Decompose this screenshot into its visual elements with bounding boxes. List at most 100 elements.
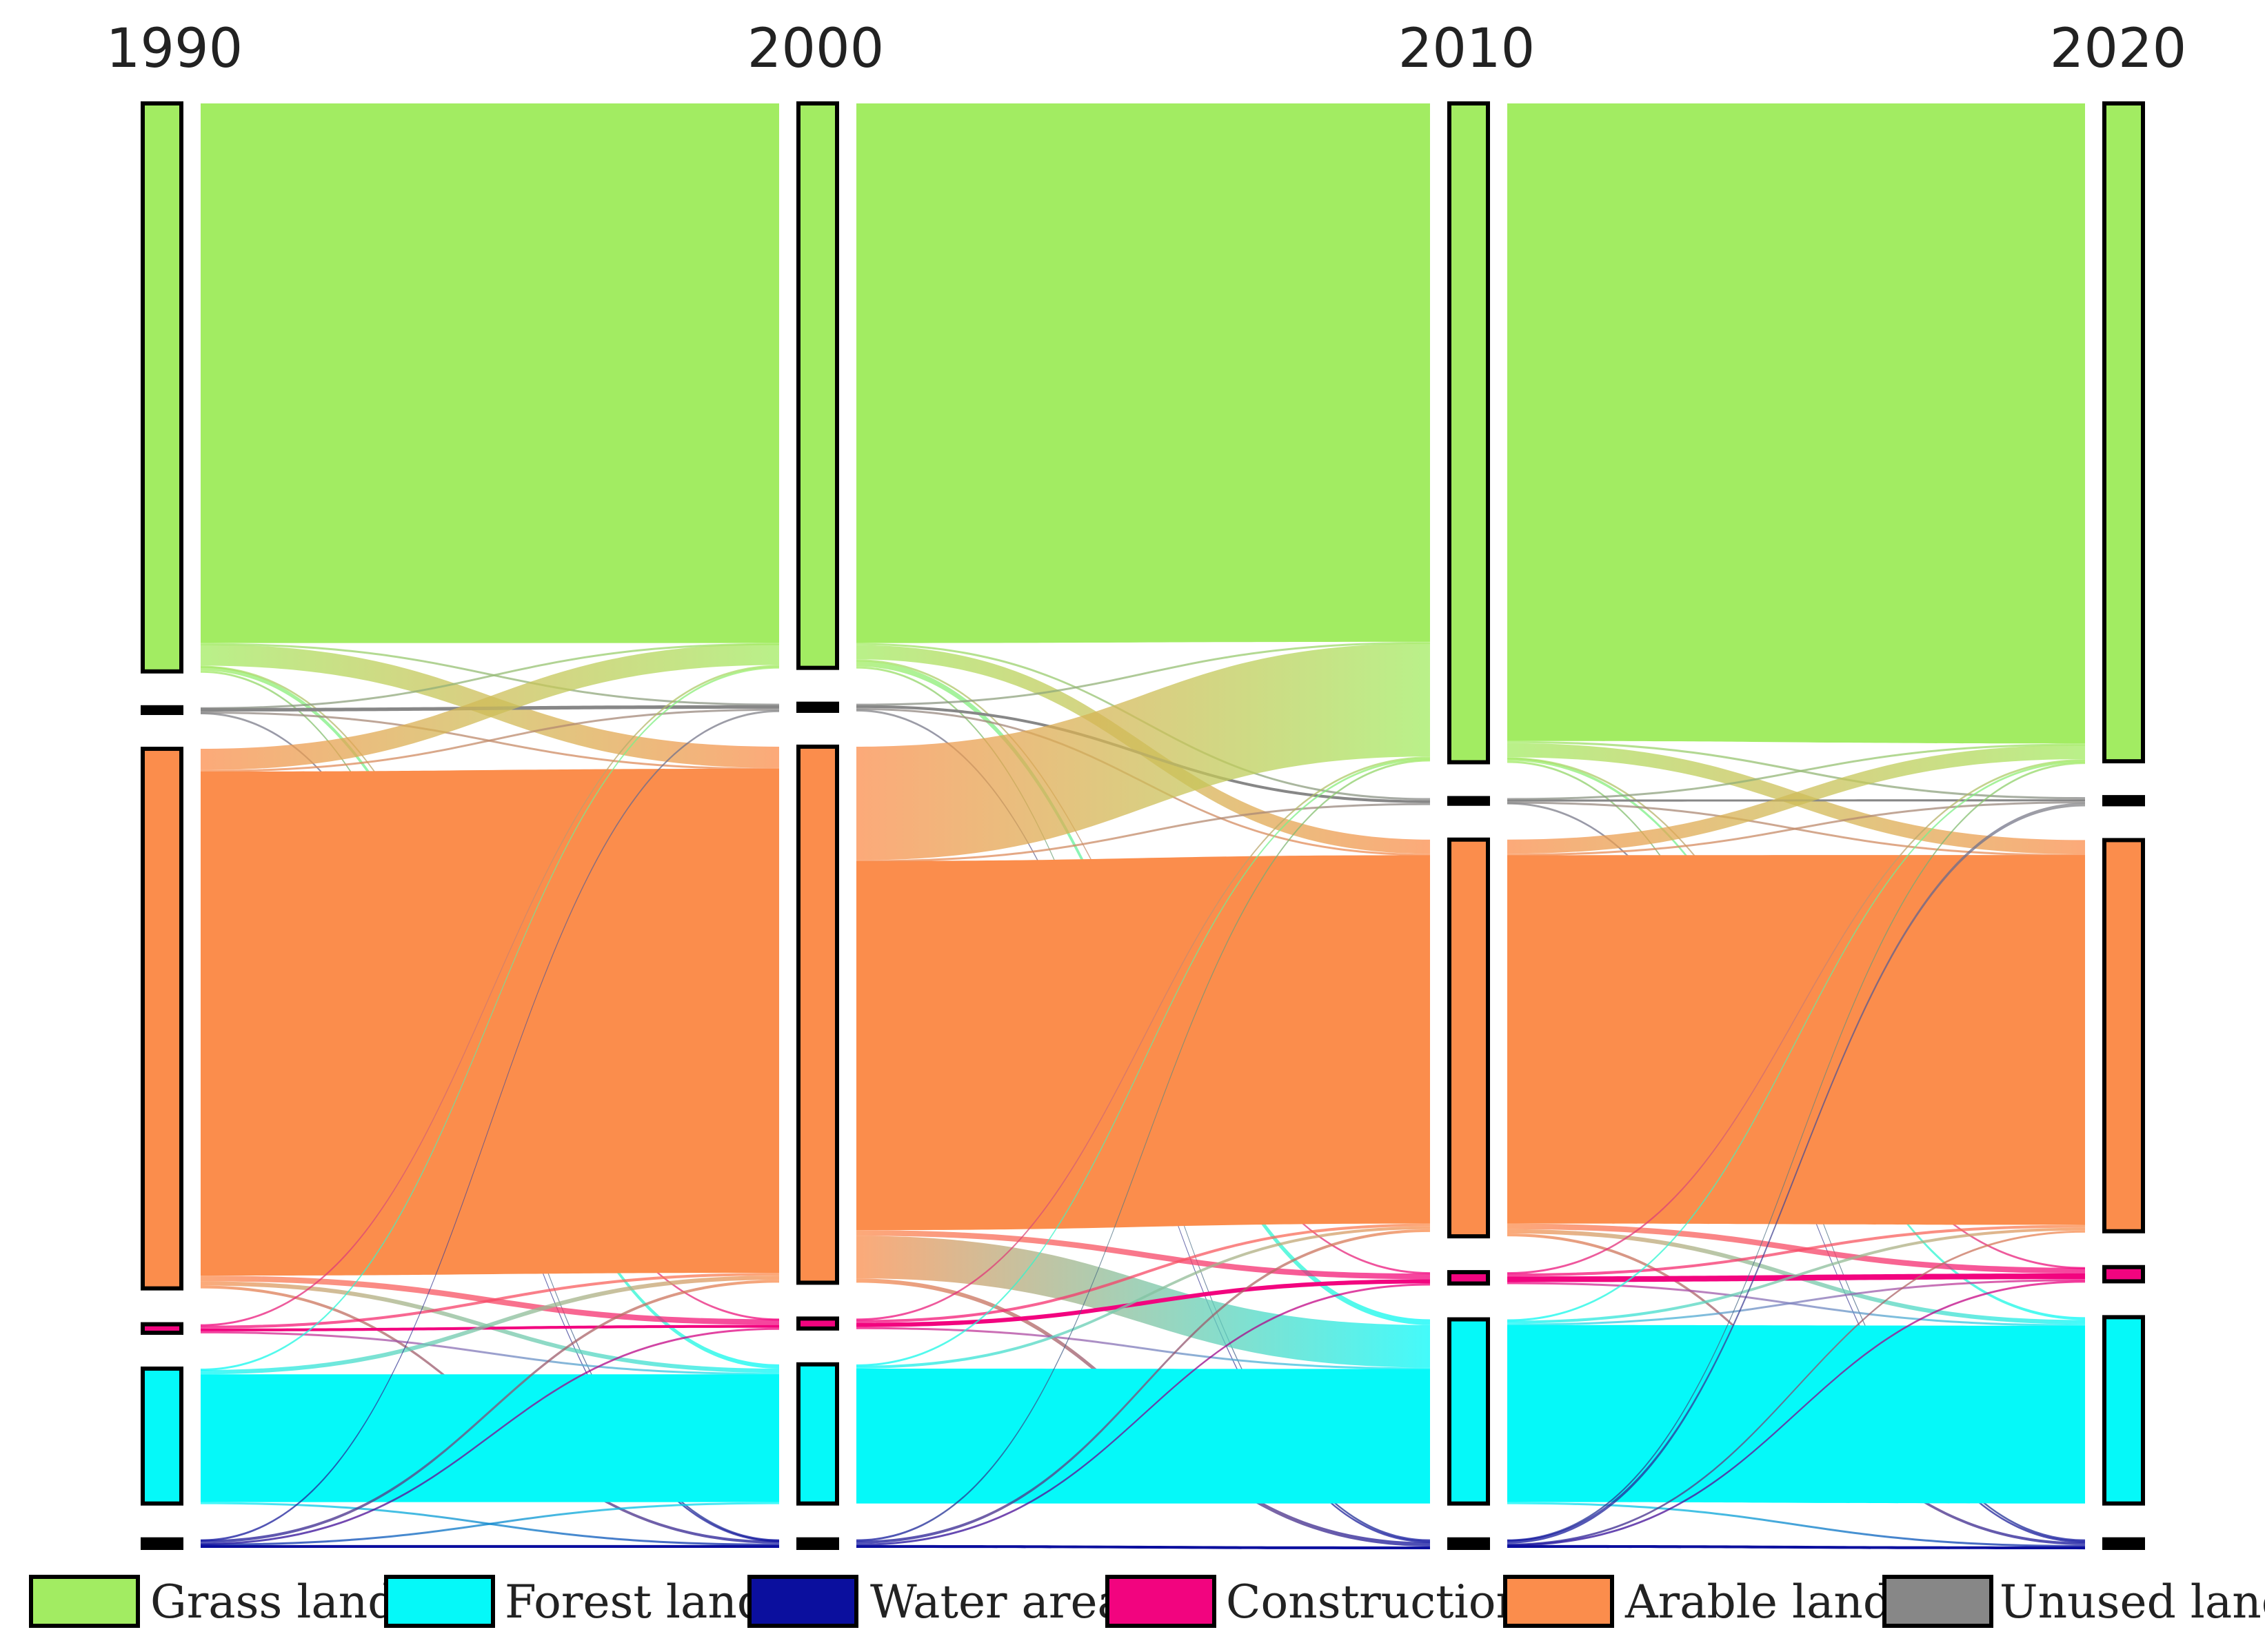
flow-arable-to-construction-2010-2020 <box>1507 1223 2085 1274</box>
flow-water-to-construction-2000-2010 <box>856 1283 1430 1546</box>
node-water-2020 <box>2102 1537 2145 1551</box>
flow-forest-to-grass-2010-2020 <box>1507 760 2085 1322</box>
node-water-2010 <box>1447 1537 1490 1550</box>
flow-arable-to-unused-1990-2000 <box>201 708 779 772</box>
node-unused-1990 <box>141 705 183 716</box>
flow-arable-to-arable-2010-2020 <box>1507 855 2085 1225</box>
flow-construction-to-forest-2000-2010 <box>856 1327 1430 1370</box>
flow-forest-to-arable-2010-2020 <box>1507 1227 2085 1324</box>
flow-construction-to-construction-2000-2010 <box>856 1279 1430 1327</box>
node-construction-2000 <box>796 1316 839 1331</box>
flow-forest-to-grass-2000-2010 <box>856 758 1430 1367</box>
node-grass-2000 <box>796 101 839 670</box>
flow-water-to-construction-1990-2000 <box>201 1327 779 1545</box>
legend-swatch-unused <box>1882 1575 1993 1628</box>
legend-swatch-construction <box>1105 1575 1216 1628</box>
legend-item-arable: Arable land <box>1503 1575 1892 1629</box>
flow-water-to-construction-2010-2020 <box>1507 1280 2085 1547</box>
node-arable-2000 <box>796 744 839 1285</box>
legend-item-construction: Construction <box>1105 1575 1525 1629</box>
flow-arable-to-arable-1990-2000 <box>201 768 779 1276</box>
legend-item-unused: Unused land <box>1882 1575 2265 1629</box>
flow-arable-to-grass-2010-2020 <box>1507 745 2085 854</box>
year-label-2020: 2020 <box>2050 18 2187 80</box>
flow-links <box>201 103 2085 1550</box>
flow-construction-to-grass-2010-2020 <box>1507 759 2085 1275</box>
year-labels: 1990 2000 2010 2020 <box>106 18 2187 80</box>
node-forest-2020 <box>2102 1315 2145 1506</box>
node-construction-2020 <box>2102 1265 2145 1284</box>
flow-arable-to-grass-2000-2010 <box>856 643 1430 860</box>
flow-grass-to-unused-1990-2000 <box>201 643 779 706</box>
node-forest-2010 <box>1447 1317 1490 1506</box>
legend-label-water: Water area <box>870 1575 1125 1629</box>
flow-water-to-water-1990-2000 <box>201 1544 779 1548</box>
flow-construction-to-grass-2000-2010 <box>856 756 1430 1321</box>
legend-swatch-arable <box>1503 1575 1614 1628</box>
flow-forest-to-water-2010-2020 <box>1507 1502 2085 1547</box>
flow-water-to-forest-1990-2000 <box>201 1502 779 1546</box>
flow-construction-to-construction-1990-2000 <box>201 1324 779 1331</box>
legend-item-water: Water area <box>747 1575 1125 1629</box>
flow-water-to-grass-2010-2020 <box>1507 762 2085 1542</box>
flow-water-to-arable-1990-2000 <box>201 1280 779 1543</box>
legend-swatch-water <box>747 1575 858 1628</box>
flow-arable-to-unused-2010-2020 <box>1507 801 2085 856</box>
node-arable-1990 <box>141 747 183 1291</box>
node-grass-2020 <box>2102 101 2145 764</box>
node-grass-1990 <box>141 101 183 674</box>
legend-swatch-forest <box>384 1575 495 1628</box>
legend: Grass land Forest land Water area Constr… <box>29 1575 2265 1629</box>
legend-label-unused: Unused land <box>2000 1575 2265 1629</box>
land-nodes <box>141 101 2145 1551</box>
flow-construction-to-construction-2010-2020 <box>1507 1273 2085 1282</box>
flow-construction-to-grass-1990-2000 <box>201 665 779 1327</box>
legend-label-arable: Arable land <box>1624 1575 1892 1629</box>
flow-grass-to-unused-2010-2020 <box>1507 741 2085 800</box>
flow-water-to-grass-2000-2010 <box>856 759 1430 1542</box>
flow-forest-to-arable-1990-2000 <box>201 1276 779 1375</box>
flow-arable-to-arable-2000-2010 <box>856 855 1430 1231</box>
flow-water-to-unused-2010-2020 <box>1507 803 2085 1544</box>
flow-grass-to-grass-2000-2010 <box>856 103 1430 643</box>
node-unused-2010 <box>1447 796 1490 806</box>
year-label-2010: 2010 <box>1398 18 1536 80</box>
flow-arable-to-unused-2000-2010 <box>856 803 1430 863</box>
legend-label-forest: Forest land <box>505 1575 766 1629</box>
flow-water-to-arable-2000-2010 <box>856 1229 1430 1544</box>
legend-item-forest: Forest land <box>384 1575 766 1629</box>
legend-label-construction: Construction <box>1226 1575 1525 1629</box>
legend-item-grass: Grass land <box>29 1575 397 1629</box>
flow-water-to-arable-2010-2020 <box>1507 1230 2085 1546</box>
flow-water-to-water-2000-2010 <box>856 1544 1430 1550</box>
node-arable-2020 <box>2102 838 2145 1233</box>
flow-grass-to-grass-2010-2020 <box>1507 103 2085 744</box>
year-label-1990: 1990 <box>106 18 243 80</box>
flow-forest-to-grass-1990-2000 <box>201 666 779 1371</box>
flow-forest-to-forest-2000-2010 <box>856 1368 1430 1504</box>
flow-water-to-unused-1990-2000 <box>201 709 779 1542</box>
node-construction-1990 <box>141 1322 183 1335</box>
year-label-2000: 2000 <box>747 18 885 80</box>
node-unused-2020 <box>2102 795 2145 807</box>
flow-construction-to-forest-1990-2000 <box>201 1331 779 1376</box>
node-water-2000 <box>796 1537 839 1550</box>
node-arable-2010 <box>1447 837 1490 1239</box>
flow-construction-to-arable-2000-2010 <box>856 1223 1430 1323</box>
flow-forest-to-construction-2010-2020 <box>1507 1279 2085 1326</box>
node-unused-2000 <box>796 701 839 713</box>
node-forest-1990 <box>141 1366 183 1506</box>
node-construction-2010 <box>1447 1270 1490 1286</box>
flow-construction-to-forest-2010-2020 <box>1507 1282 2085 1327</box>
flow-forest-to-forest-1990-2000 <box>201 1374 779 1502</box>
flow-construction-to-arable-2010-2020 <box>1507 1225 2085 1277</box>
node-water-1990 <box>141 1537 183 1550</box>
flow-unused-to-grass-2000-2010 <box>856 641 1430 706</box>
flow-forest-to-arable-2000-2010 <box>856 1226 1430 1369</box>
flow-arable-to-grass-1990-2000 <box>201 643 779 770</box>
flow-unused-to-grass-2010-2020 <box>1507 743 2085 800</box>
flow-arable-to-construction-2000-2010 <box>856 1230 1430 1280</box>
flow-unused-to-grass-1990-2000 <box>201 643 779 709</box>
flow-water-to-water-2010-2020 <box>1507 1544 2085 1550</box>
